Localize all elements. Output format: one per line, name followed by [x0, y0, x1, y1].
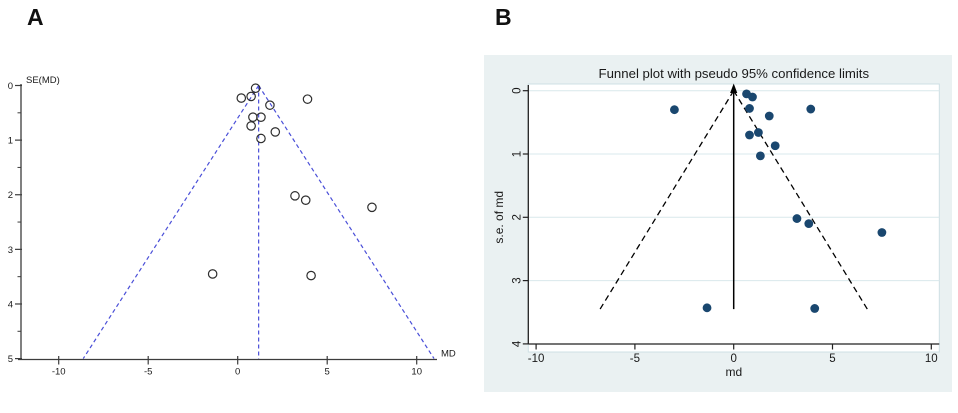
- study-point: [256, 133, 266, 144]
- study-point: [755, 151, 765, 161]
- study-point: [764, 111, 774, 121]
- x-axis-ticks: -10 -5 0 5 10: [528, 344, 938, 365]
- chart-title-text: Funnel plot with pseudo 95% confidence l…: [599, 66, 870, 81]
- study-point: [770, 141, 780, 151]
- pseudo-ci-funnel-lines: [82, 85, 435, 359]
- study-point: [236, 93, 247, 103]
- x-axis-label: MD: [441, 349, 456, 360]
- axis-labels: md s.e. of md: [492, 191, 742, 379]
- study-point: [670, 105, 679, 115]
- x-axis-label: md: [725, 365, 742, 379]
- study-point: [207, 269, 218, 279]
- svg-text:10: 10: [925, 353, 938, 365]
- svg-text:10: 10: [411, 367, 422, 378]
- y-axis-label: s.e. of md: [492, 191, 506, 244]
- svg-text:0: 0: [730, 353, 736, 365]
- study-point: [367, 202, 377, 213]
- y-axis-label: SE(MD): [26, 75, 60, 86]
- study-point: [256, 112, 266, 122]
- study-point: [702, 303, 712, 313]
- chart-background: [484, 55, 952, 392]
- svg-text:-5: -5: [630, 353, 640, 365]
- svg-text:-10: -10: [52, 367, 66, 378]
- study-point: [250, 83, 261, 94]
- study-point: [306, 270, 316, 281]
- study-point: [246, 91, 256, 102]
- study-point: [804, 219, 814, 229]
- study-point: [748, 92, 757, 102]
- arrowhead-icon: [730, 83, 738, 93]
- svg-text:5: 5: [829, 353, 835, 365]
- svg-text:5: 5: [325, 367, 330, 378]
- svg-text:0: 0: [511, 87, 523, 93]
- study-point: [246, 121, 256, 131]
- study-point: [300, 195, 311, 206]
- study-point: [290, 191, 300, 201]
- svg-text:3: 3: [8, 245, 13, 256]
- axis-labels: SE(MD) MD: [26, 75, 456, 360]
- svg-text:2: 2: [8, 190, 13, 201]
- svg-text:4: 4: [8, 299, 13, 310]
- chart-title: Funnel plot with pseudo 95% confidence l…: [599, 66, 870, 81]
- panel-a-label: A: [27, 4, 44, 30]
- study-point: [745, 130, 754, 140]
- svg-text:-5: -5: [144, 367, 152, 378]
- svg-text:-10: -10: [528, 353, 545, 365]
- svg-text:2: 2: [511, 214, 523, 220]
- svg-text:4: 4: [511, 340, 523, 347]
- study-point: [745, 104, 754, 113]
- funnel-plot-b: Funnel plot with pseudo 95% confidence l…: [484, 55, 952, 392]
- study-point: [810, 304, 820, 313]
- study-point: [754, 128, 763, 137]
- svg-text:1: 1: [8, 136, 13, 147]
- study-point: [302, 94, 313, 104]
- svg-text:3: 3: [511, 277, 523, 283]
- svg-text:0: 0: [8, 81, 13, 92]
- study-point: [270, 127, 281, 137]
- axes: [18, 84, 437, 361]
- funnel-plot-a: 0 1 2 3 4 5 -10 -5 0 5 10 SE(MD) MD: [8, 75, 456, 378]
- center-estimate-line: [730, 83, 738, 310]
- y-axis-ticks: 0 1 2 3 4 5: [8, 81, 22, 365]
- study-point: [806, 104, 816, 114]
- study-point: [265, 100, 275, 110]
- study-point: [792, 214, 802, 223]
- svg-text:0: 0: [235, 367, 240, 378]
- study-point: [877, 228, 887, 237]
- data-points: [207, 83, 377, 281]
- study-point: [248, 112, 258, 122]
- x-axis-ticks: -10 -5 0 5 10: [52, 356, 422, 378]
- svg-text:5: 5: [8, 354, 13, 365]
- pseudo-ci-funnel-lines: [599, 90, 868, 310]
- y-axis-ticks: 0 1 2 3 4: [511, 87, 529, 347]
- panel-b-label: B: [495, 4, 512, 30]
- data-points: [670, 89, 887, 313]
- svg-text:1: 1: [511, 151, 523, 157]
